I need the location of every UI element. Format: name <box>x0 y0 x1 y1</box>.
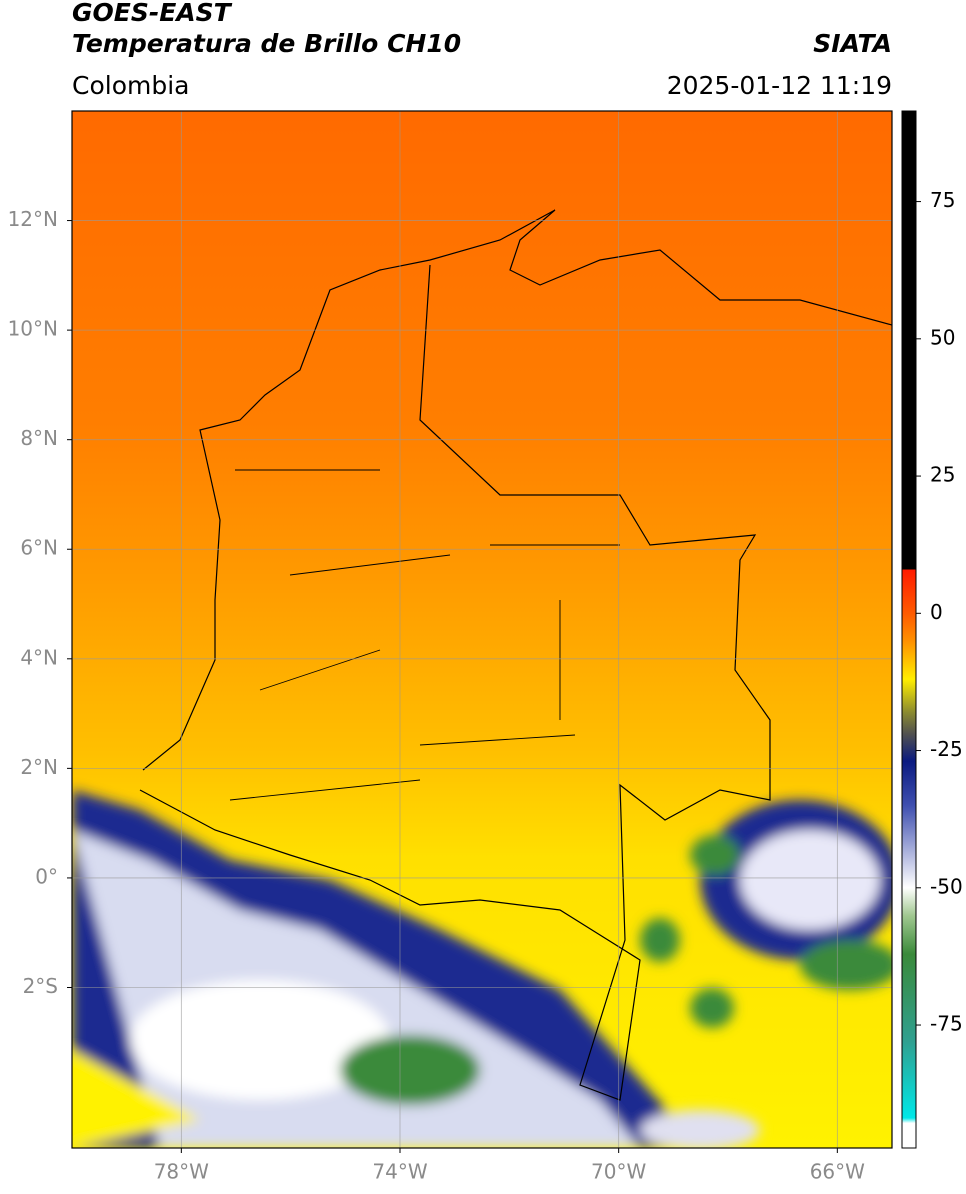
colorbar-label: -75 <box>930 1012 963 1036</box>
clouds <box>72 790 892 1148</box>
coastline <box>142 209 892 771</box>
y-tick-label: 2°S <box>23 974 58 998</box>
colorbar-label: -25 <box>930 737 963 761</box>
y-tick-label: 2°N <box>20 755 58 779</box>
map-frame <box>71 110 893 1149</box>
datetime: 2025-01-12 11:19 <box>667 71 892 100</box>
region: Colombia <box>72 71 189 100</box>
y-tick-label: 4°N <box>20 645 58 669</box>
colorbar-label: -50 <box>930 874 963 898</box>
subtitle: Temperatura de Brillo CH10 <box>72 29 461 58</box>
x-tick-label: 78°W <box>154 1160 209 1184</box>
departments <box>229 469 620 801</box>
x-tick-label: 70°W <box>591 1160 646 1184</box>
border <box>139 264 771 1101</box>
y-tick-label: 0° <box>35 864 58 888</box>
y-tick-label: 6°N <box>20 536 58 560</box>
grid <box>72 111 892 1148</box>
colorbar-label: 50 <box>930 325 955 349</box>
colorbar <box>901 110 917 1149</box>
colorbar-label: 0 <box>930 600 943 624</box>
x-tick-label: 74°W <box>372 1160 427 1184</box>
y-tick-label: 10°N <box>8 317 58 341</box>
title: GOES-EAST <box>72 0 233 27</box>
colorbar-label: 25 <box>930 463 955 487</box>
x-tick-label: 66°W <box>810 1160 865 1184</box>
y-tick-label: 12°N <box>8 207 58 231</box>
colorbar-label: 75 <box>930 188 955 212</box>
source: SIATA <box>813 29 892 58</box>
y-tick-label: 8°N <box>20 426 58 450</box>
imagery <box>72 111 892 1148</box>
